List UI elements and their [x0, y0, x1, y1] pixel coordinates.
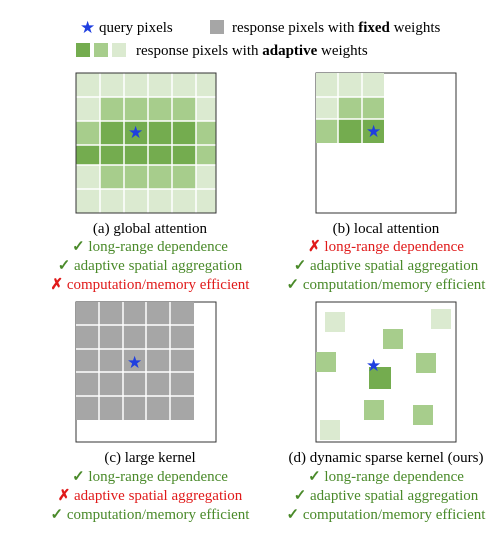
global-attention-star-icon: ★	[128, 123, 143, 142]
property-line: ✗ long-range dependence	[308, 239, 464, 255]
legend-fixed-label: response pixels with fixed weights	[232, 20, 440, 36]
caption-title: (a) global attention	[93, 221, 208, 237]
property-line: ✓ long-range dependence	[72, 469, 228, 485]
global-attention-grid	[75, 72, 217, 214]
caption-local-attention: (b) local attention ✗ long-range depende…	[287, 221, 487, 293]
property-line: ✓ long-range dependence	[308, 469, 464, 485]
caption-title: (d) dynamic sparse kernel (ours)	[289, 450, 484, 466]
local-attention-grid	[316, 73, 384, 143]
legend-adaptive-swatch-light	[112, 43, 126, 57]
legend: ★ query pixels response pixels with fixe…	[76, 18, 440, 59]
panel-large-kernel: ★	[75, 301, 217, 443]
property-line: ✓ adaptive spatial aggregation	[58, 258, 243, 274]
property-line: ✓ adaptive spatial aggregation	[294, 258, 479, 274]
property-line: ✓ long-range dependence	[72, 239, 228, 255]
dynamic-sparse-samples	[316, 309, 451, 440]
caption-large-kernel: (c) large kernel ✓ long-range dependence…	[51, 450, 251, 523]
caption-title: (c) large kernel	[104, 450, 195, 466]
property-line: ✓ computation/memory efficient	[287, 507, 487, 523]
panel-local-attention: ★	[315, 72, 457, 214]
large-kernel-grid	[76, 302, 194, 420]
caption-title: (b) local attention	[333, 221, 440, 237]
panel-dynamic-sparse-kernel: ★	[315, 301, 457, 443]
dynamic-sparse-star-icon: ★	[366, 356, 381, 375]
legend-query-label: query pixels	[99, 20, 173, 36]
property-line: ✗ adaptive spatial aggregation	[58, 488, 243, 504]
property-line: ✓ computation/memory efficient	[287, 277, 487, 293]
legend-adaptive-label: response pixels with adaptive weights	[136, 43, 368, 59]
property-line: ✓ computation/memory efficient	[51, 507, 251, 523]
caption-global-attention: (a) global attention ✓ long-range depend…	[51, 221, 251, 293]
local-attention-star-icon: ★	[366, 122, 381, 141]
property-line: ✓ adaptive spatial aggregation	[294, 488, 479, 504]
large-kernel-star-icon: ★	[127, 353, 142, 372]
legend-star-icon: ★	[80, 18, 95, 37]
legend-fixed-swatch	[210, 20, 224, 34]
panel-global-attention: ★	[75, 72, 217, 214]
property-line: ✗ computation/memory efficient	[51, 277, 251, 293]
legend-adaptive-swatch-mid	[94, 43, 108, 57]
legend-adaptive-swatch-dark	[76, 43, 90, 57]
caption-dynamic-sparse-kernel: (d) dynamic sparse kernel (ours) ✓ long-…	[287, 450, 487, 523]
